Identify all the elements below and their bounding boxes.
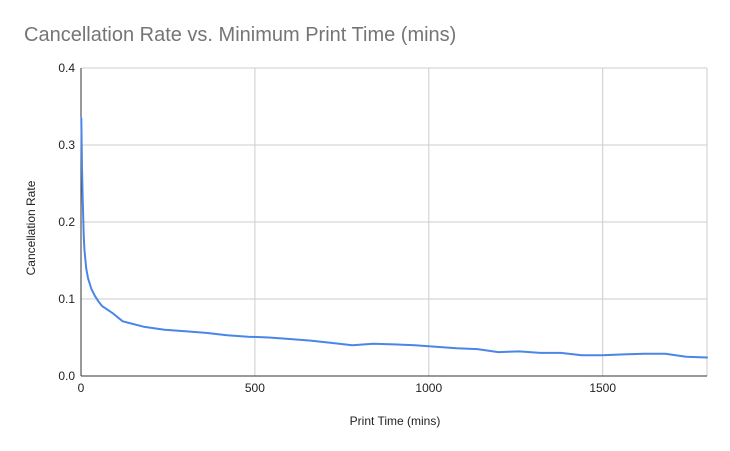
y-tick-label: 0.3 <box>58 138 75 152</box>
chart-title: Cancellation Rate vs. Minimum Print Time… <box>24 24 456 46</box>
x-tick-label: 0 <box>78 381 85 395</box>
gridlines <box>81 67 708 376</box>
series-lines <box>80 117 708 359</box>
y-tick-label: 0.4 <box>58 61 75 75</box>
x-axis-label: Print Time (mins) <box>350 414 441 428</box>
x-tick-labels: 0 500 1000 1500 <box>78 381 617 395</box>
y-tick-label: 0.1 <box>58 292 75 306</box>
series-line <box>80 117 708 359</box>
y-tick-label: 0.0 <box>58 369 75 383</box>
y-tick-labels: 0.0 0.1 0.2 0.3 0.4 <box>58 61 75 383</box>
x-tick-label: 1500 <box>589 381 616 395</box>
y-tick-label: 0.2 <box>58 215 75 229</box>
y-axis-label: Cancellation Rate <box>24 180 38 275</box>
x-tick-label: 500 <box>245 381 265 395</box>
x-tick-label: 1000 <box>415 381 442 395</box>
